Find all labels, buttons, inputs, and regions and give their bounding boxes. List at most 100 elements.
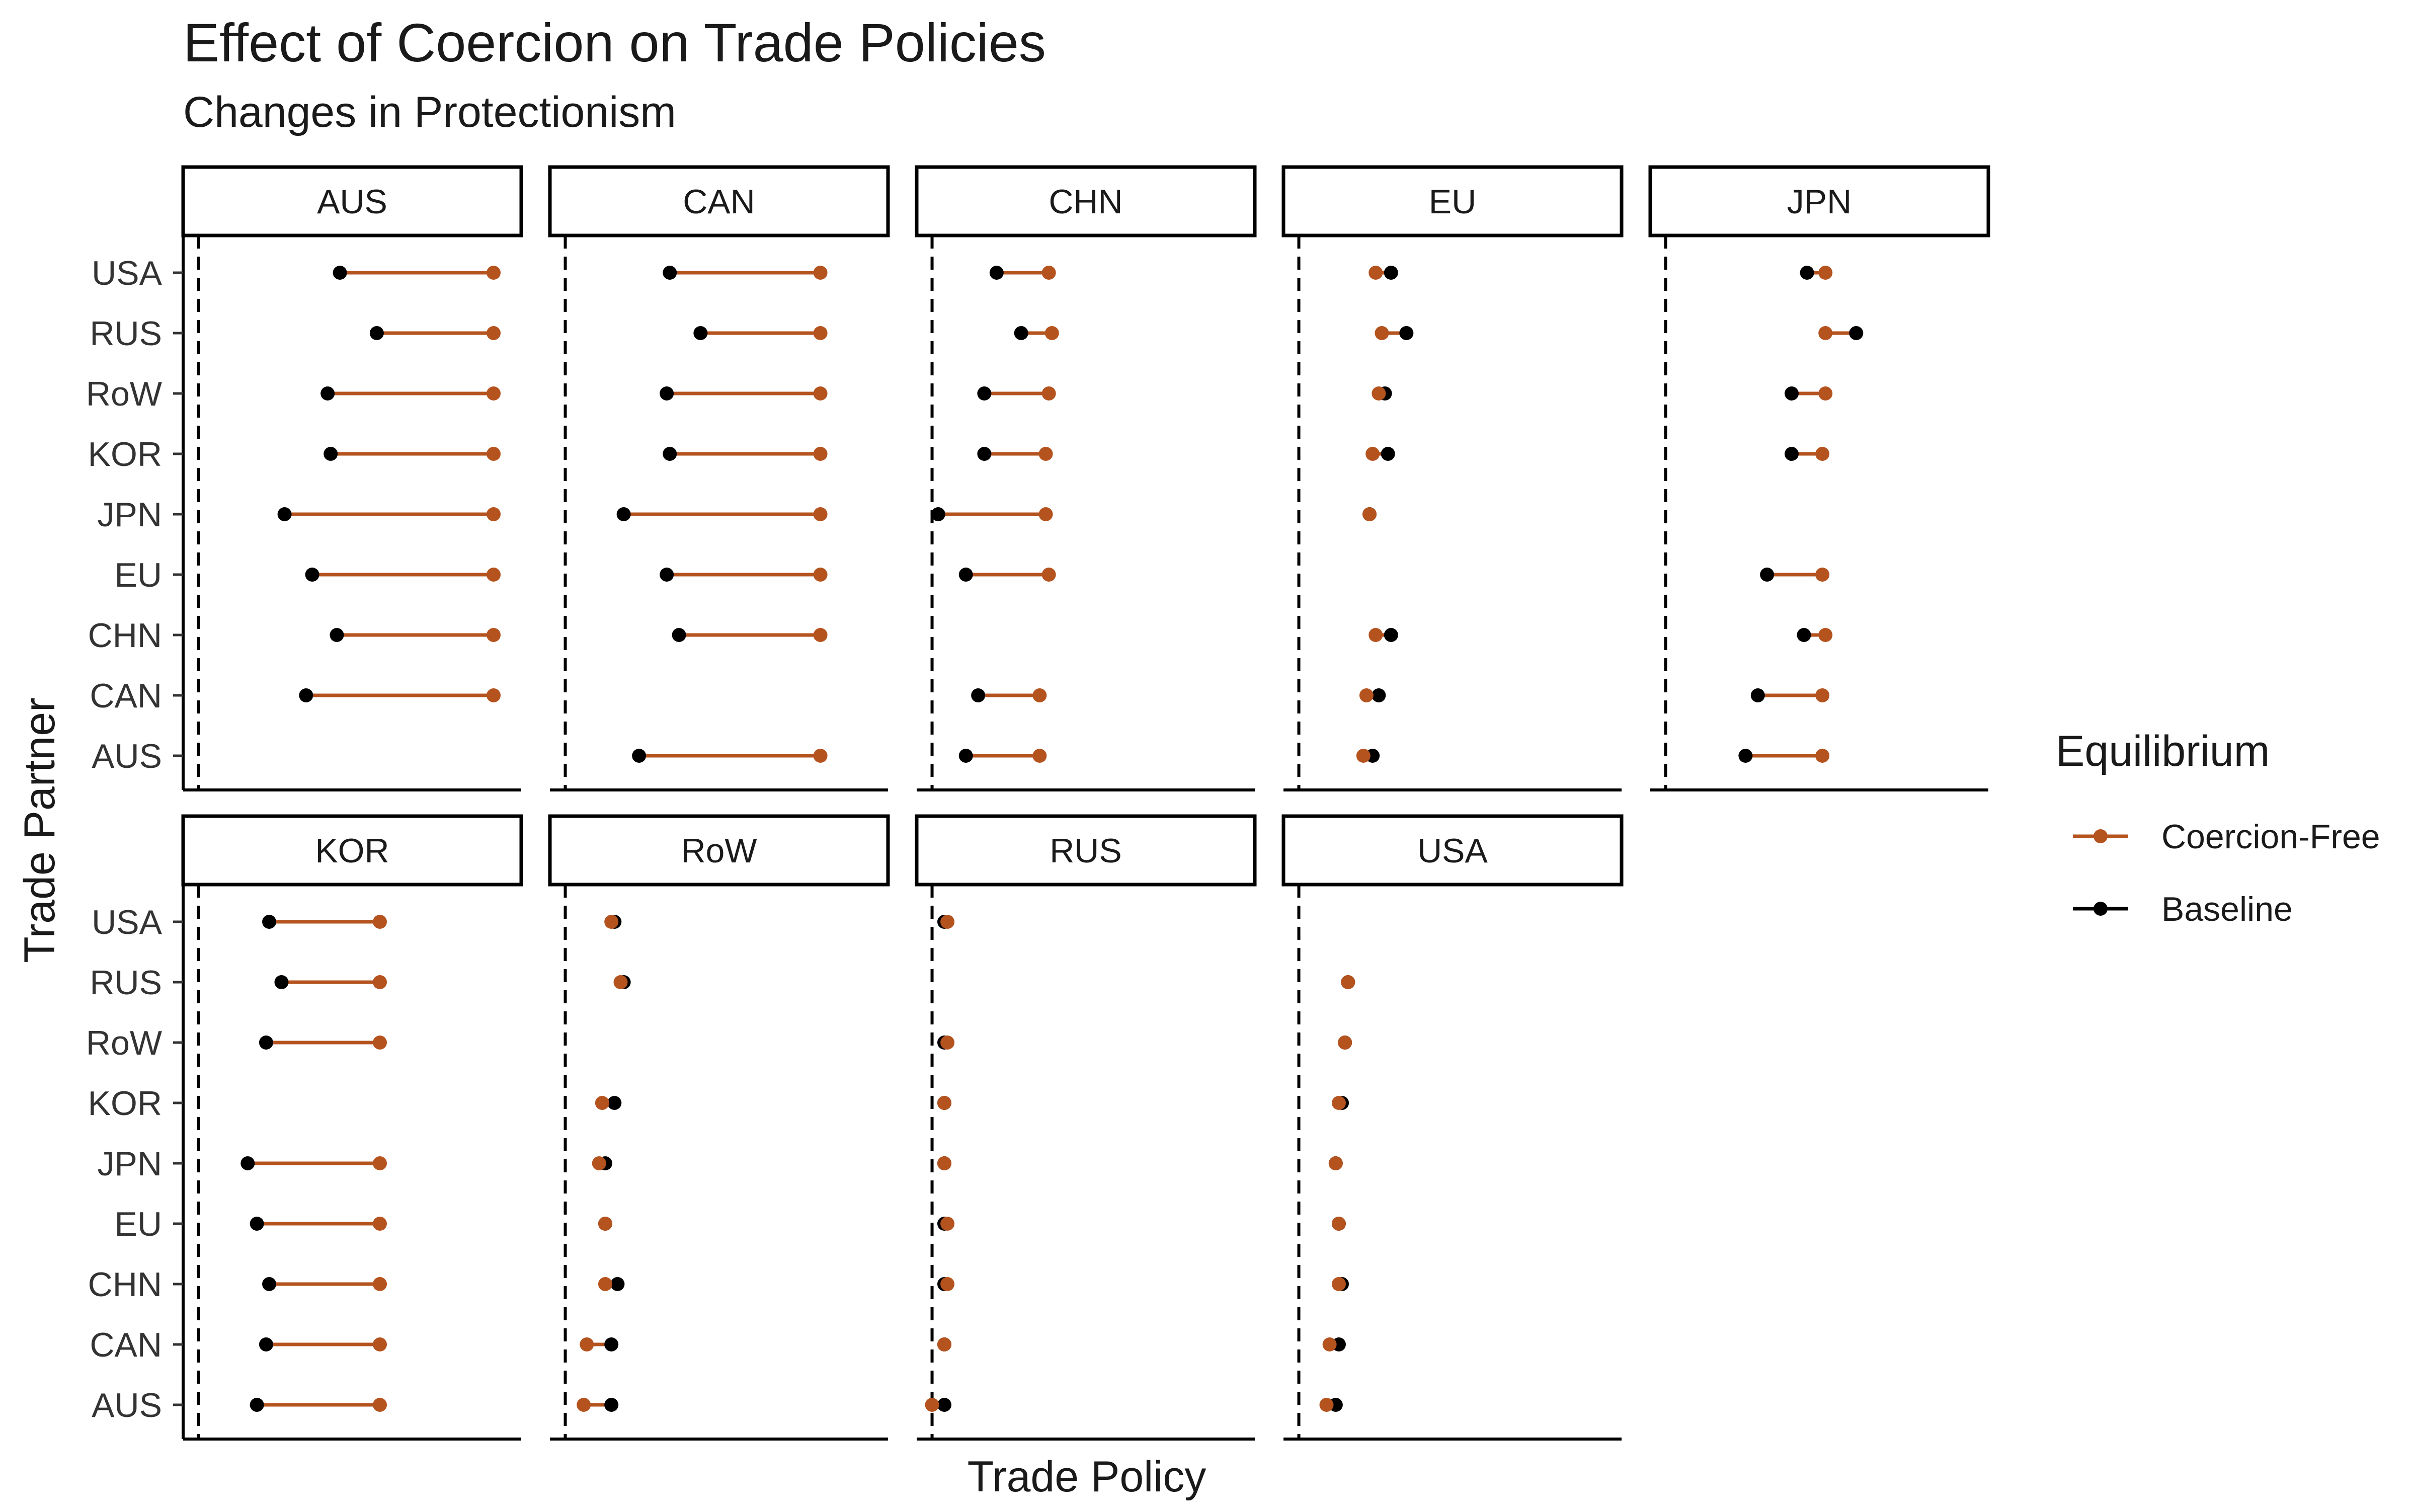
point-baseline-can [1750,688,1765,702]
point-coercion-free-kor [595,1096,609,1110]
point-coercion-free-can [1032,688,1047,702]
point-baseline-jpn [616,507,631,521]
point-baseline-eu [250,1217,264,1231]
facet-strip [548,814,890,887]
point-coercion-free-row [1818,386,1833,401]
point-coercion-free-eu [1331,1217,1346,1231]
point-coercion-free-aus [1032,749,1047,763]
point-coercion-free-jpn [372,1156,387,1170]
point-coercion-free-jpn [937,1156,951,1170]
y-tick-label: CAN [90,677,162,715]
point-baseline-jpn [931,507,945,521]
point-coercion-free-eu [813,568,828,582]
point-baseline-jpn [240,1156,255,1170]
point-coercion-free-kor [937,1096,951,1110]
facet-strip [1281,814,1624,887]
point-baseline-usa [989,266,1004,280]
y-tick-label: CHN [88,616,162,655]
point-baseline-chn [610,1277,625,1291]
point-coercion-free-jpn [592,1156,606,1170]
facet-panel-row: RoW [548,814,890,1441]
facet-panel-eu: EU [1281,165,1624,791]
point-coercion-free-chn [1331,1277,1346,1291]
x-axis-title: Trade Policy [968,1453,1206,1501]
point-coercion-free-aus [925,1398,939,1412]
point-coercion-free-rus [1818,326,1833,340]
point-baseline-aus [604,1398,619,1412]
facet-strip [1281,165,1624,237]
point-coercion-free-chn [1818,628,1833,642]
point-baseline-kor [1785,447,1799,461]
point-coercion-free-eu [598,1217,612,1231]
point-coercion-free-chn [598,1277,612,1291]
point-baseline-chn [330,628,344,642]
facet-strip [1648,165,1990,237]
point-baseline-eu [958,568,973,582]
y-tick-label: RoW [86,375,162,413]
legend-label: Baseline [2161,890,2293,928]
facet-panel-kor: KOR USA RUS RoW KOR JPN EU CHN CAN AUS [86,814,523,1441]
point-coercion-free-aus [813,749,828,763]
point-coercion-free-usa [940,915,955,929]
point-baseline-usa [1800,266,1814,280]
point-coercion-free-rus [372,975,387,989]
point-coercion-free-usa [604,915,619,929]
point-baseline-rus [693,326,708,340]
point-baseline-kor [324,447,338,461]
legend-key-point [2094,902,2108,916]
y-tick-label: CAN [90,1326,162,1364]
y-tick-label: USA [92,254,162,292]
facet-strip [548,165,890,237]
facet-strip-label: CAN [683,183,755,221]
point-coercion-free-usa [813,266,828,280]
point-coercion-free-can [580,1337,594,1351]
point-coercion-free-aus [1815,749,1830,763]
point-baseline-rus [1014,326,1028,340]
y-tick-label: CHN [88,1265,162,1304]
point-baseline-can [299,688,313,702]
facet-strip-label: CHN [1049,183,1122,221]
point-coercion-free-row [813,386,828,401]
facet-panel-rus: RUS [915,814,1257,1441]
point-baseline-row [1785,386,1799,401]
legend-title: Equilibrium [2056,727,2270,775]
point-coercion-free-rus [1341,975,1355,989]
y-tick-label: KOR [88,1084,162,1123]
y-tick-label: EU [115,1205,162,1243]
point-baseline-eu [660,568,674,582]
y-tick-label: RUS [90,964,162,1002]
point-coercion-free-chn [940,1277,955,1291]
point-baseline-kor [663,447,677,461]
point-coercion-free-row [940,1036,955,1050]
point-coercion-free-kor [1365,447,1380,461]
facet-panels: AUS USA RUS RoW KOR JPN EU CHN CAN AUS CAN CHN EU JPN… [86,165,1990,1441]
facet-panel-can: CAN [548,165,890,791]
point-coercion-free-eu [487,568,501,582]
point-coercion-free-can [937,1337,951,1351]
y-axis-title: Trade Partner [16,697,64,963]
y-tick-label: RoW [86,1024,162,1062]
legend-item-coercion-free: Coercion-Free [2073,818,2380,856]
point-baseline-row [320,386,335,401]
point-baseline-row [660,386,674,401]
point-baseline-can [259,1337,273,1351]
y-tick-label: RUS [90,314,162,353]
point-baseline-aus [632,749,647,763]
point-baseline-chn [262,1277,277,1291]
point-coercion-free-kor [487,447,501,461]
point-coercion-free-jpn [1362,507,1377,521]
point-baseline-aus [958,749,973,763]
point-baseline-chn [1797,628,1811,642]
point-baseline-chn [672,628,686,642]
point-baseline-usa [663,266,677,280]
point-coercion-free-can [1815,688,1830,702]
facet-strip-label: EU [1429,183,1476,221]
point-coercion-free-kor [1815,447,1830,461]
point-baseline-can [1372,688,1386,702]
y-tick-label: JPN [98,1145,162,1183]
point-coercion-free-aus [1319,1398,1334,1412]
point-coercion-free-kor [1331,1096,1346,1110]
facet-strip-label: AUS [317,183,387,221]
point-baseline-rus [274,975,289,989]
